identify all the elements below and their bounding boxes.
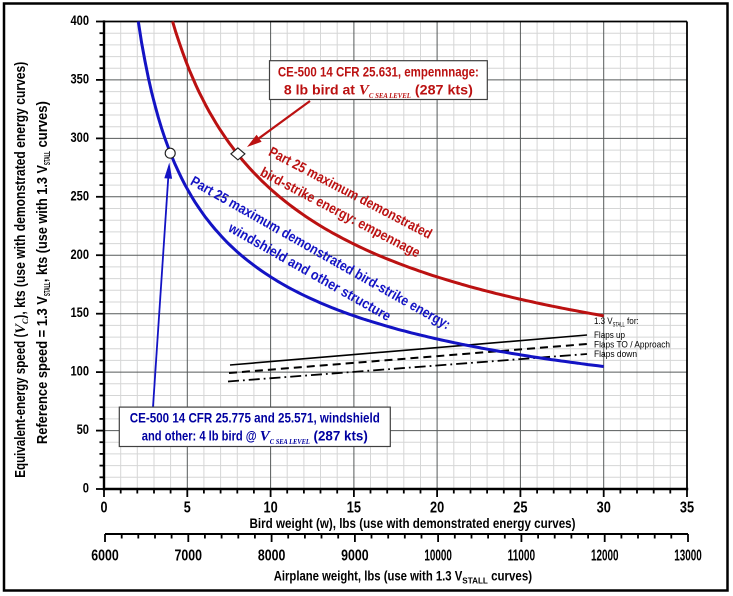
svg-text:Airplane weight, lbs (use with: Airplane weight, lbs (use with 1.3 VSTAL… [274,568,532,585]
svg-text:10000: 10000 [424,548,452,565]
svg-text:20: 20 [430,499,444,516]
svg-text:Flaps TO / Approach: Flaps TO / Approach [594,340,670,351]
svg-text:Equivalent-energy speed (VC),: Equivalent-energy speed (VC), kts (use w… [13,62,30,478]
svg-text:25: 25 [513,499,528,516]
svg-text:13000: 13000 [674,548,702,565]
svg-text:150: 150 [71,305,90,320]
svg-text:50: 50 [77,422,89,437]
svg-text:Flaps up: Flaps up [594,330,625,341]
svg-text:8 lb bird at VC SEA LEVEL (287: 8 lb bird at VC SEA LEVEL (287 kts) [284,81,473,100]
svg-text:0: 0 [83,481,89,496]
svg-text:0: 0 [101,499,108,516]
svg-text:6000: 6000 [91,548,119,565]
svg-text:9000: 9000 [341,548,369,565]
svg-text:1.3 VSTALL for:: 1.3 VSTALL for: [594,316,639,329]
svg-text:12000: 12000 [591,548,619,565]
svg-text:10: 10 [264,499,278,516]
svg-text:35: 35 [680,499,695,516]
svg-text:11000: 11000 [508,548,536,565]
svg-text:Flaps down: Flaps down [594,349,637,360]
svg-text:400: 400 [71,13,90,28]
svg-text:30: 30 [597,499,611,516]
svg-text:250: 250 [71,188,90,203]
svg-text:CE-500 14 CFR 25.631, empennna: CE-500 14 CFR 25.631, empennnage: [278,64,479,80]
svg-text:300: 300 [71,130,90,145]
svg-text:5: 5 [184,499,191,516]
svg-text:8000: 8000 [258,548,286,565]
svg-text:200: 200 [71,247,90,262]
svg-text:and other: 4 lb bird @ VC SEA: and other: 4 lb bird @ VC SEA LEVEL (287… [142,427,368,446]
svg-text:350: 350 [71,71,90,86]
svg-text:7000: 7000 [175,548,203,565]
svg-text:Bird weight (w), lbs (use with: Bird weight (w), lbs (use with demonstra… [250,516,576,531]
svg-text:15: 15 [347,499,362,516]
svg-text:CE-500 14 CFR 25.775 and 25.57: CE-500 14 CFR 25.775 and 25.571, windshi… [130,410,380,426]
svg-text:Reference speed = 1.3 VSTALL,: Reference speed = 1.3 VSTALL, kts (use w… [35,101,52,444]
svg-text:100: 100 [71,364,90,379]
